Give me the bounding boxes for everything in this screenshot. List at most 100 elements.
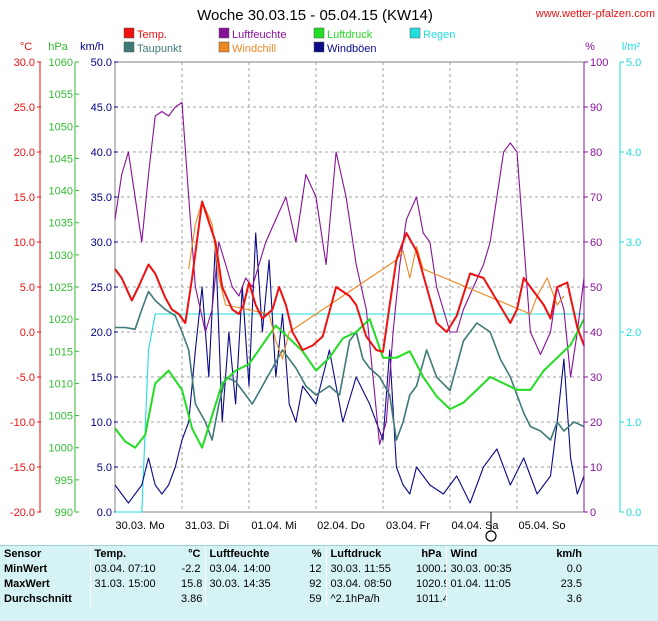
temp-value: 15.8 bbox=[181, 577, 203, 590]
axis-unit-hpa: hPa bbox=[48, 41, 68, 53]
header-wind-unit: km/h bbox=[556, 547, 582, 560]
axis-ticks: 30.0 25.0 20.0 15.0 10.0 5.0 0.0 -5.0 -10.0 -15.0… bbox=[10, 57, 641, 532]
legend-swatch bbox=[409, 27, 421, 39]
tick-label-pressure_hpa: 990 bbox=[55, 507, 73, 519]
tick-label-humidity_pct: 0 bbox=[590, 507, 596, 519]
tick-label-humidity_pct: 100 bbox=[590, 57, 608, 69]
tick-label-pressure_hpa: 1060 bbox=[49, 57, 73, 69]
tick-label-wind_kmh: 40.0 bbox=[91, 147, 112, 159]
series-lines bbox=[114, 101, 585, 513]
legend-label: Windchill bbox=[232, 43, 276, 55]
tick-label-humidity_pct: 30 bbox=[590, 372, 602, 384]
header-wind: Wind bbox=[445, 546, 546, 561]
x-tick-label: 04.04. Sa bbox=[451, 520, 499, 532]
header-temp-unit: °C bbox=[188, 547, 201, 560]
tick-label-temp_c: 25.0 bbox=[14, 102, 35, 114]
tick-label-temp_c: 0.0 bbox=[20, 327, 35, 339]
tick-label-temp_c: -10.0 bbox=[10, 417, 35, 429]
row-label: MaxWert bbox=[4, 577, 50, 590]
tick-label-temp_c: 20.0 bbox=[14, 147, 35, 159]
x-tick-label: 01.04. Mi bbox=[251, 520, 296, 532]
tick-label-rain_lm2: 4.0 bbox=[626, 147, 641, 159]
tick-label-temp_c: 10.0 bbox=[14, 237, 35, 249]
legend-swatch bbox=[218, 27, 230, 39]
tick-label-rain_lm2: 1.0 bbox=[626, 417, 641, 429]
weather-chart: Woche 30.03.15 - 05.04.15 (KW14) www.wet… bbox=[10, 7, 655, 542]
press-value: 1020.9 bbox=[416, 577, 446, 590]
legend-label: Windböen bbox=[327, 43, 377, 55]
hum-value: 92 bbox=[309, 577, 322, 590]
hum-value: 12 bbox=[309, 562, 322, 575]
tick-label-wind_kmh: 15.0 bbox=[91, 372, 112, 384]
legend-label: Temp. bbox=[137, 29, 167, 41]
tick-label-rain_lm2: 5.0 bbox=[626, 57, 641, 69]
hum-time bbox=[204, 591, 290, 606]
axis-unit-pct: % bbox=[585, 41, 595, 53]
legend-swatch bbox=[123, 27, 135, 39]
tick-label-wind_kmh: 0.0 bbox=[97, 507, 112, 519]
stats-header-row: Sensor Temp. °C Luftfeuchte % Luftdruck … bbox=[0, 546, 658, 561]
tick-label-temp_c: -15.0 bbox=[10, 462, 35, 474]
axis-unit-kmh: km/h bbox=[80, 41, 104, 53]
tick-label-humidity_pct: 60 bbox=[590, 237, 602, 249]
tick-label-humidity_pct: 80 bbox=[590, 147, 602, 159]
legend-swatch bbox=[313, 27, 325, 39]
tick-label-pressure_hpa: 1015 bbox=[49, 346, 73, 358]
x-tick-label: 02.04. Do bbox=[317, 520, 365, 532]
site-link[interactable]: www.wetter-pfalzen.com bbox=[535, 8, 655, 20]
hum-time: 30.03. 14:35 bbox=[204, 576, 290, 591]
wind-time: 01.04. 11:05 bbox=[445, 576, 546, 591]
temp-value: 3.86 bbox=[181, 592, 203, 605]
legend-label: Luftfeuchte bbox=[232, 29, 286, 41]
x-tick-label: 31.03. Di bbox=[185, 520, 229, 532]
tick-label-pressure_hpa: 1040 bbox=[49, 186, 73, 198]
legend-label: Regen bbox=[423, 29, 455, 41]
press-time: 03.04. 08:50 bbox=[325, 576, 412, 591]
now-marker bbox=[485, 512, 497, 542]
press-time: 30.03. 11:55 bbox=[325, 561, 412, 576]
header-hum: Luftfeuchte bbox=[204, 546, 290, 561]
tick-label-pressure_hpa: 1035 bbox=[49, 218, 73, 230]
legend-swatch bbox=[313, 41, 325, 53]
series-line-luftdruck bbox=[114, 318, 585, 449]
temp-value: -2.2 bbox=[181, 562, 201, 575]
header-press-unit: hPa bbox=[421, 547, 442, 560]
wind-value: 23.5 bbox=[560, 577, 582, 590]
wind-value: 0.0 bbox=[566, 562, 582, 575]
tick-label-pressure_hpa: 1010 bbox=[49, 378, 73, 390]
series-line-windben bbox=[114, 232, 585, 504]
tick-label-humidity_pct: 20 bbox=[590, 417, 602, 429]
tick-label-pressure_hpa: 1030 bbox=[49, 250, 73, 262]
tick-label-temp_c: -5.0 bbox=[16, 372, 35, 384]
x-tick-label: 30.03. Mo bbox=[116, 520, 165, 532]
tick-label-wind_kmh: 20.0 bbox=[91, 327, 112, 339]
series-line-taupunkt bbox=[115, 290, 585, 441]
hum-value: 59 bbox=[309, 592, 322, 605]
tick-label-temp_c: 15.0 bbox=[14, 192, 35, 204]
press-value: 1000.2 bbox=[416, 562, 446, 575]
tick-label-pressure_hpa: 1000 bbox=[49, 443, 73, 455]
tick-label-wind_kmh: 45.0 bbox=[91, 102, 112, 114]
row-label: MinWert bbox=[4, 562, 48, 575]
wind-value: 3.6 bbox=[566, 592, 582, 605]
tick-label-humidity_pct: 70 bbox=[590, 192, 602, 204]
tick-label-humidity_pct: 50 bbox=[590, 282, 602, 294]
chart-title: Woche 30.03.15 - 05.04.15 (KW14) bbox=[197, 7, 433, 24]
legend-label: Taupunkt bbox=[137, 43, 182, 55]
tick-label-pressure_hpa: 1005 bbox=[49, 411, 73, 423]
tick-label-pressure_hpa: 1055 bbox=[49, 89, 73, 101]
press-time: ^2.1hPa/h bbox=[325, 591, 412, 606]
series-line-luftfeuchte bbox=[114, 101, 585, 446]
tick-label-rain_lm2: 0.0 bbox=[626, 507, 641, 519]
hum-time: 03.04. 14:00 bbox=[204, 561, 290, 576]
tick-label-humidity_pct: 10 bbox=[590, 462, 602, 474]
tick-label-wind_kmh: 50.0 bbox=[91, 57, 112, 69]
tick-label-temp_c: 30.0 bbox=[14, 57, 35, 69]
series-line-regen bbox=[115, 313, 584, 513]
series-line-temp bbox=[114, 200, 585, 353]
legend-label: Luftdruck bbox=[327, 29, 373, 41]
legend-swatch bbox=[218, 41, 230, 53]
x-tick-label: 03.04. Fr bbox=[386, 520, 430, 532]
tick-label-pressure_hpa: 995 bbox=[55, 475, 73, 487]
header-temp: Temp. bbox=[89, 546, 177, 561]
